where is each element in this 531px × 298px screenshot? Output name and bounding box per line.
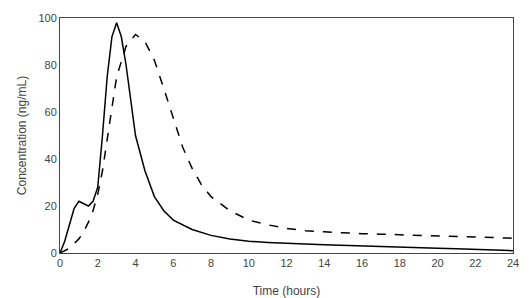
svg-text:60: 60 [45, 106, 57, 118]
svg-text:Concentration (ng/mL): Concentration (ng/mL) [15, 76, 29, 195]
svg-text:22: 22 [469, 257, 481, 269]
svg-text:20: 20 [431, 257, 443, 269]
svg-text:6: 6 [170, 257, 176, 269]
svg-text:18: 18 [394, 257, 406, 269]
svg-text:4: 4 [132, 257, 138, 269]
svg-text:40: 40 [45, 153, 57, 165]
svg-text:14: 14 [318, 257, 330, 269]
svg-text:0: 0 [57, 257, 63, 269]
svg-text:100: 100 [38, 12, 56, 24]
svg-text:80: 80 [45, 59, 57, 71]
svg-text:2: 2 [95, 257, 101, 269]
svg-text:0: 0 [51, 247, 57, 259]
svg-text:16: 16 [356, 257, 368, 269]
svg-text:12: 12 [280, 257, 292, 269]
svg-text:8: 8 [208, 257, 214, 269]
svg-text:24: 24 [507, 257, 519, 269]
svg-text:10: 10 [243, 257, 255, 269]
svg-text:Time (hours): Time (hours) [253, 284, 321, 298]
svg-text:20: 20 [45, 200, 57, 212]
